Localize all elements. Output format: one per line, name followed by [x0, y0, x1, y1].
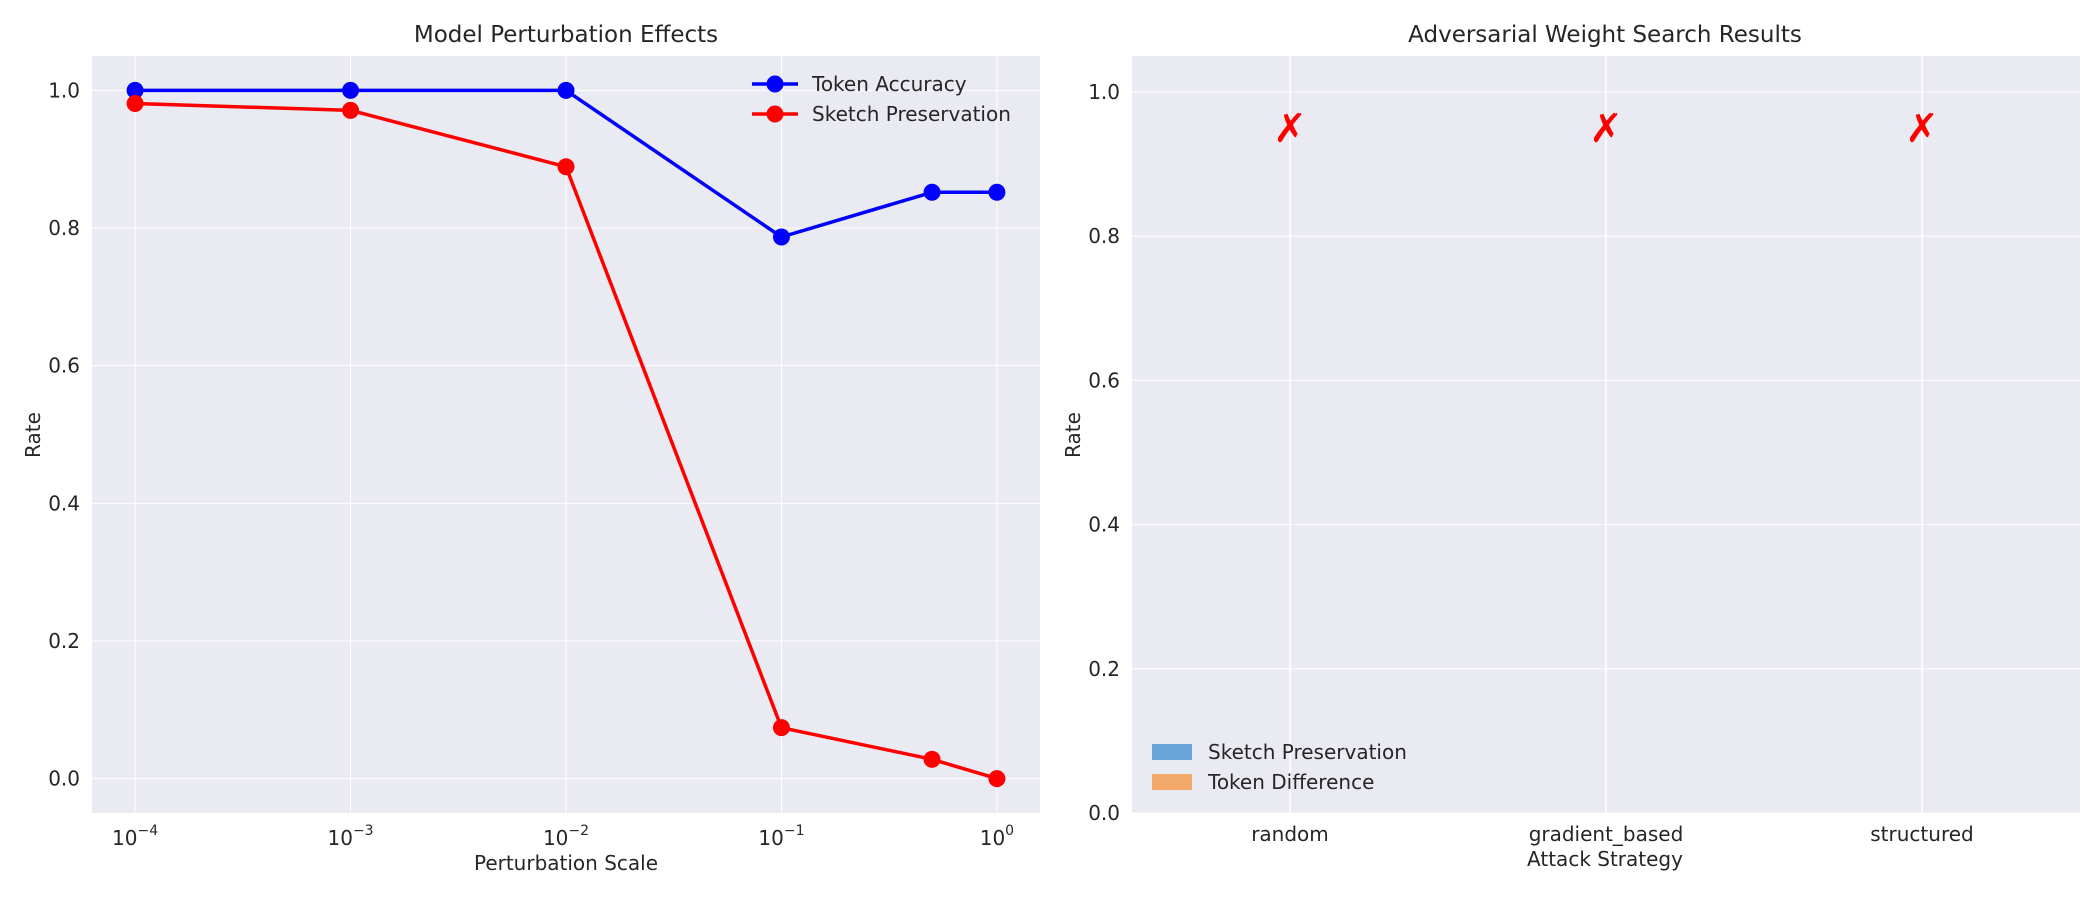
x-tick-label: 100	[980, 823, 1014, 850]
legend-swatch	[1152, 744, 1192, 760]
chart-perturbation-effects: 0.0 0.2 0.4 0.6 0.8 1.0 10−4 10−3 10−2 10−1 100 Mo…	[21, 22, 1040, 875]
y-tick-label: 1.0	[1088, 80, 1120, 104]
data-point	[126, 94, 144, 112]
x-tick-label: random	[1251, 822, 1329, 846]
y-tick-label: 0.2	[1088, 657, 1120, 681]
legend-marker	[766, 75, 784, 93]
y-tick-label: 0.8	[48, 216, 80, 240]
x-tick-label: 10−3	[327, 823, 373, 850]
legend-label: Token Difference	[1207, 770, 1374, 794]
data-point	[342, 101, 360, 119]
legend-marker	[766, 105, 784, 123]
failure-marker: ✗	[1905, 106, 1939, 152]
data-point	[557, 158, 575, 176]
tick-labels: 0.0 0.2 0.4 0.6 0.8 1.0 random gradient_based st…	[1088, 80, 1974, 846]
x-axis-label: Attack Strategy	[1527, 847, 1683, 871]
x-tick-label: 10−1	[758, 823, 804, 850]
y-tick-label: 0.0	[1088, 801, 1120, 825]
x-tick-label: 10−4	[112, 823, 158, 850]
y-tick-label: 0.0	[48, 767, 80, 791]
series-line	[135, 88, 997, 239]
y-tick-label: 0.4	[48, 491, 80, 515]
chart-title: Model Perturbation Effects	[414, 22, 718, 48]
series-line	[135, 101, 998, 781]
y-tick-label: 0.8	[1088, 224, 1120, 248]
chart-title: Adversarial Weight Search Results	[1408, 22, 1802, 48]
chart-adversarial-search: ✗ ✗ ✗ 0.0 0.2 0.4 0.6 0.8 1.0 random gradient_bas…	[1061, 22, 2080, 871]
y-tick-label: 0.6	[1088, 368, 1120, 392]
x-tick-label: 10−2	[543, 823, 589, 850]
legend-label: Sketch Preservation	[1208, 740, 1407, 764]
grid	[1132, 56, 2080, 814]
data-point	[342, 81, 360, 99]
tick-labels: 0.0 0.2 0.4 0.6 0.8 1.0 10−4 10−3 10−2 10−1 100	[48, 78, 1014, 850]
y-tick-label: 1.0	[48, 78, 80, 102]
data-point	[126, 81, 144, 99]
legend: Token Accuracy Sketch Preservation	[752, 72, 1011, 126]
data-point	[772, 719, 790, 737]
y-tick-label: 0.4	[1088, 513, 1120, 537]
data-marks: ✗ ✗ ✗	[1273, 106, 1939, 152]
y-axis-label: Rate	[21, 412, 45, 458]
data-point	[772, 228, 790, 246]
data-point	[923, 750, 941, 768]
legend-label: Sketch Preservation	[812, 102, 1011, 126]
y-tick-label: 0.6	[48, 354, 80, 378]
legend: Sketch Preservation Token Difference	[1152, 740, 1407, 794]
data-point	[988, 770, 1006, 788]
x-axis-label: Perturbation Scale	[474, 851, 658, 875]
failure-marker: ✗	[1589, 106, 1623, 152]
legend-label: Token Accuracy	[811, 72, 967, 96]
data-point	[557, 81, 575, 99]
legend-swatch	[1152, 774, 1192, 790]
y-axis-label: Rate	[1061, 412, 1085, 458]
grid	[92, 56, 1040, 813]
failure-marker: ✗	[1273, 106, 1307, 152]
x-tick-label: structured	[1870, 822, 1973, 846]
data-point	[988, 183, 1006, 201]
data-point	[923, 183, 941, 201]
y-tick-label: 0.2	[48, 629, 80, 653]
data-marks	[126, 81, 1006, 788]
x-tick-label: gradient_based	[1529, 822, 1684, 846]
